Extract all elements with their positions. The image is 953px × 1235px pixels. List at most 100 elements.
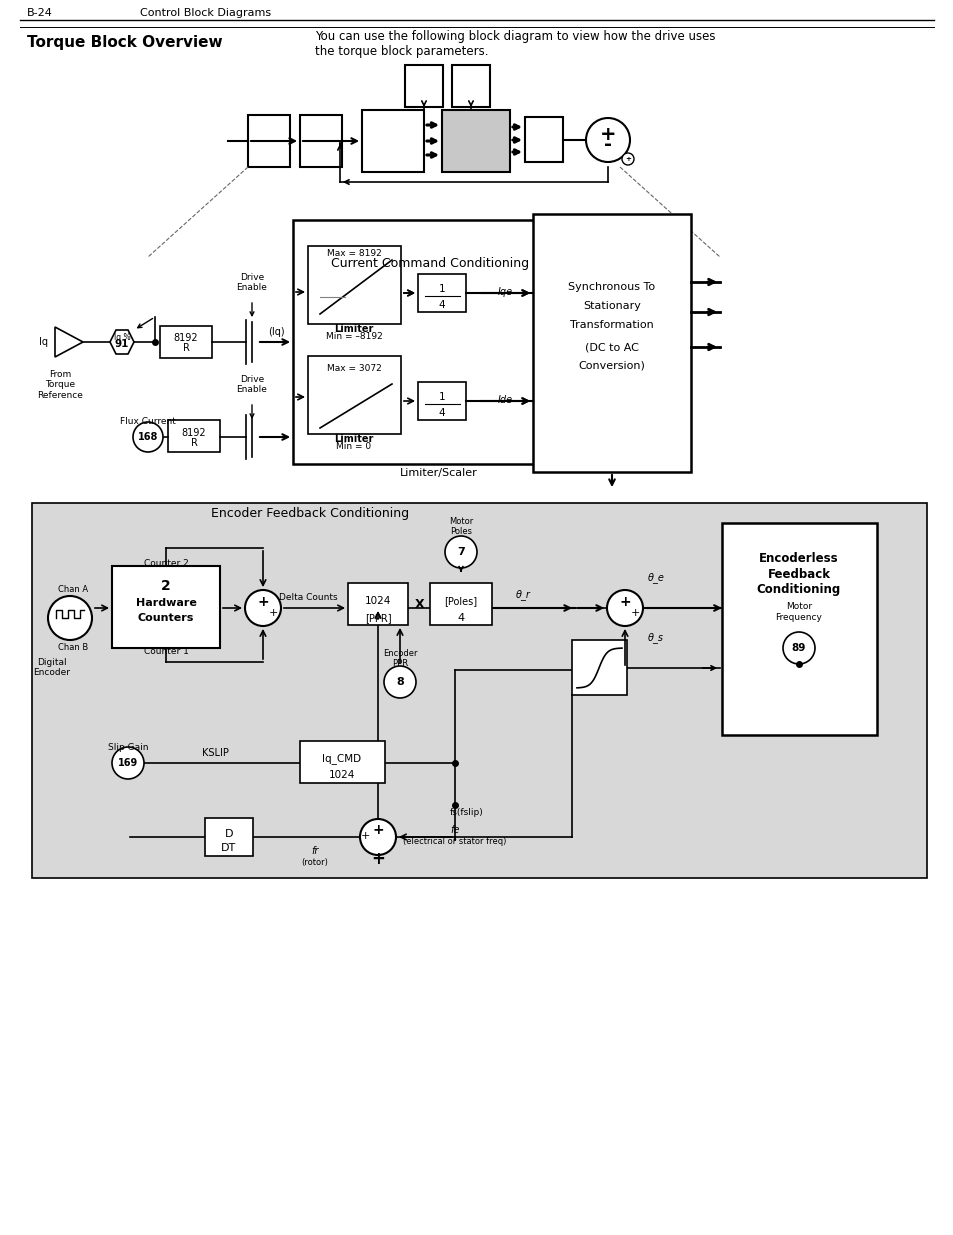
- Text: Encoderless: Encoderless: [759, 552, 838, 564]
- Text: Min = –8192: Min = –8192: [325, 332, 382, 341]
- Bar: [308, 356, 400, 433]
- Text: 2: 2: [161, 579, 171, 593]
- Circle shape: [48, 597, 91, 640]
- Bar: [417, 274, 465, 312]
- Bar: [361, 110, 423, 172]
- Text: DT: DT: [221, 844, 236, 853]
- Text: +: +: [360, 831, 370, 841]
- Text: Max = 8192: Max = 8192: [326, 249, 381, 258]
- Bar: [308, 246, 400, 324]
- Text: Conversion): Conversion): [578, 361, 645, 370]
- Text: Iq_CMD: Iq_CMD: [322, 753, 361, 764]
- Text: Limiter: Limiter: [334, 324, 374, 333]
- Bar: [452, 65, 490, 107]
- Circle shape: [359, 819, 395, 855]
- Bar: [299, 741, 385, 783]
- Text: θ_s: θ_s: [647, 632, 663, 643]
- Text: [Poles]: [Poles]: [444, 597, 477, 606]
- Text: fs(fslip): fs(fslip): [450, 808, 483, 818]
- Text: Counter 2: Counter 2: [144, 559, 188, 568]
- Text: Current Command Conditioning: Current Command Conditioning: [331, 257, 529, 269]
- Text: Delta Counts: Delta Counts: [278, 593, 337, 601]
- Text: Drive
Enable: Drive Enable: [236, 273, 267, 291]
- Text: -: -: [603, 136, 612, 154]
- Bar: [348, 583, 408, 625]
- Circle shape: [606, 590, 642, 626]
- Circle shape: [782, 632, 814, 664]
- Bar: [205, 818, 253, 856]
- Circle shape: [112, 747, 144, 779]
- Bar: [112, 566, 220, 648]
- Circle shape: [585, 119, 629, 162]
- Text: KSLIP: KSLIP: [201, 748, 228, 758]
- Text: Slip Gain: Slip Gain: [108, 743, 148, 752]
- Text: 4: 4: [438, 408, 445, 417]
- Text: Limiter: Limiter: [334, 433, 374, 445]
- Text: From
Torque
Reference: From Torque Reference: [37, 370, 83, 400]
- Bar: [248, 115, 290, 167]
- Text: 8192: 8192: [181, 429, 206, 438]
- Text: +: +: [624, 156, 630, 162]
- Text: Chan A: Chan A: [58, 585, 88, 594]
- Text: [PPR]: [PPR]: [364, 613, 391, 622]
- Text: Digital
Encoder: Digital Encoder: [33, 658, 71, 678]
- Text: 1024: 1024: [329, 769, 355, 781]
- Text: +: +: [618, 595, 630, 609]
- Text: +: +: [372, 823, 383, 837]
- Text: θ_r: θ_r: [515, 589, 530, 600]
- Text: R: R: [191, 438, 197, 448]
- Text: 4: 4: [456, 613, 464, 622]
- Bar: [721, 522, 876, 735]
- Text: 1: 1: [438, 284, 445, 294]
- Bar: [524, 117, 562, 162]
- Text: θ_e: θ_e: [647, 573, 664, 583]
- Text: D: D: [225, 829, 233, 839]
- Text: Stationary: Stationary: [582, 301, 640, 311]
- Text: (Iq): (Iq): [268, 327, 284, 337]
- Text: 89: 89: [791, 643, 805, 653]
- Text: Motor
Frequency: Motor Frequency: [775, 603, 821, 621]
- Text: Encoder
PPR: Encoder PPR: [382, 648, 416, 668]
- Bar: [299, 115, 341, 167]
- Bar: [168, 420, 220, 452]
- Circle shape: [132, 422, 163, 452]
- Text: (rotor): (rotor): [301, 858, 328, 867]
- Text: Feedback: Feedback: [767, 568, 830, 580]
- Bar: [160, 326, 212, 358]
- Circle shape: [384, 666, 416, 698]
- Text: X: X: [415, 599, 424, 611]
- Text: Limiter/Scaler: Limiter/Scaler: [399, 468, 477, 478]
- Text: Max = 3072: Max = 3072: [326, 364, 381, 373]
- Text: +: +: [268, 608, 277, 618]
- Text: 8: 8: [395, 677, 403, 687]
- Polygon shape: [110, 330, 133, 354]
- Bar: [32, 503, 926, 878]
- Text: Iq %: Iq %: [113, 332, 131, 342]
- Text: +: +: [599, 126, 616, 144]
- Text: 169: 169: [118, 758, 138, 768]
- Text: Drive
Enable: Drive Enable: [236, 374, 267, 394]
- Text: fe: fe: [450, 825, 459, 835]
- Text: Flux Current: Flux Current: [120, 417, 175, 426]
- Text: fr: fr: [311, 846, 318, 856]
- Text: Conditioning: Conditioning: [756, 583, 841, 597]
- Circle shape: [444, 536, 476, 568]
- Text: Min = 0: Min = 0: [336, 442, 371, 451]
- Text: 91: 91: [114, 338, 129, 350]
- Text: Transformation: Transformation: [570, 320, 653, 330]
- Text: 4: 4: [438, 300, 445, 310]
- Text: 168: 168: [137, 432, 158, 442]
- Bar: [417, 382, 465, 420]
- Bar: [441, 110, 510, 172]
- Text: B-24: B-24: [27, 7, 52, 19]
- Text: Counters: Counters: [137, 613, 194, 622]
- Text: (DC to AC: (DC to AC: [584, 342, 639, 352]
- Text: Encoder Feedback Conditioning: Encoder Feedback Conditioning: [211, 506, 409, 520]
- Text: +: +: [257, 595, 269, 609]
- Text: You can use the following block diagram to view how the drive uses
the torque bl: You can use the following block diagram …: [314, 30, 715, 58]
- Text: Ide: Ide: [497, 395, 513, 405]
- Text: Counter 1: Counter 1: [143, 647, 189, 657]
- Text: Iq: Iq: [39, 337, 48, 347]
- Bar: [533, 214, 690, 472]
- Text: Motor
Poles: Motor Poles: [449, 516, 473, 536]
